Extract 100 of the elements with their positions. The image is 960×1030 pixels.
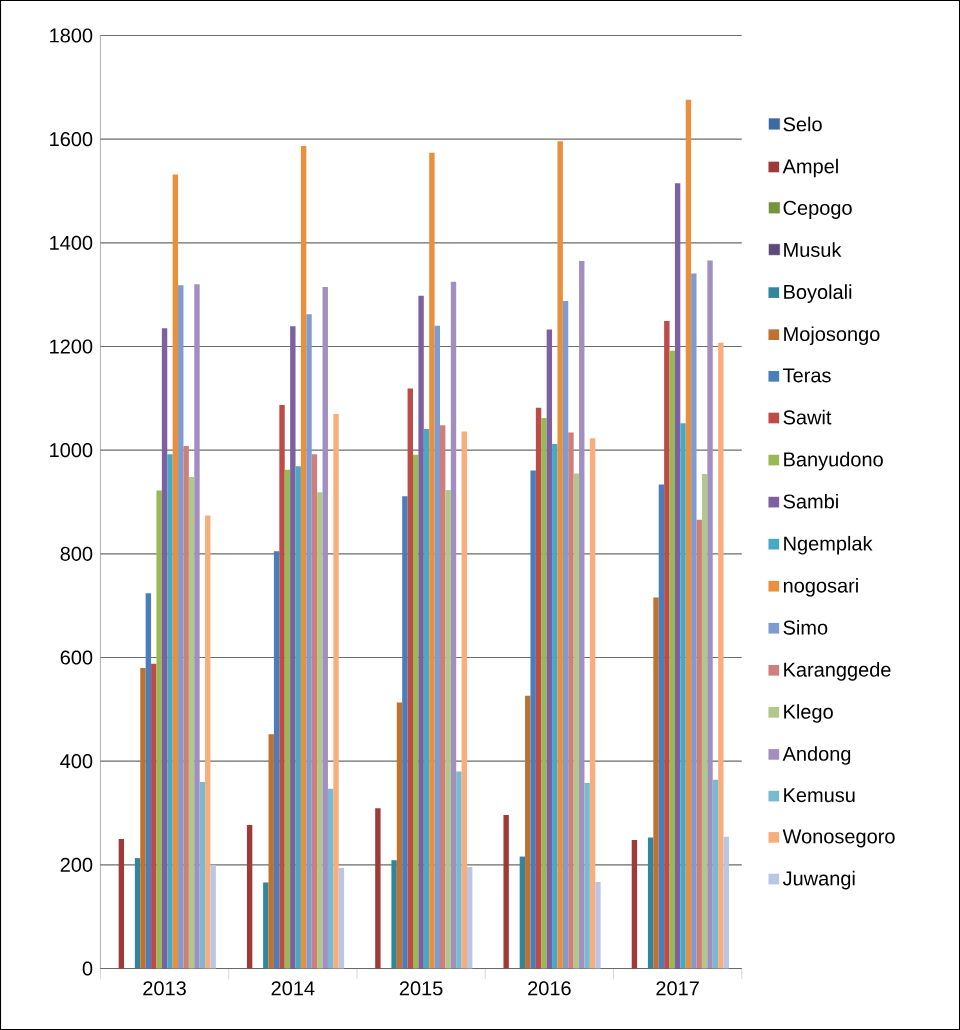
bar: [535, 407, 542, 969]
bar: [579, 260, 585, 969]
legend-label: nogosari: [783, 577, 858, 597]
bar: [273, 551, 280, 969]
bar: [322, 286, 328, 969]
bar: [391, 860, 397, 969]
bar: [167, 454, 173, 969]
bar: [317, 492, 323, 969]
x-tick-label: 2016: [528, 981, 571, 996]
y-tick-label: 1800: [50, 28, 93, 43]
legend-label: Boyolali: [784, 284, 852, 303]
bar: [434, 325, 440, 969]
bar: [712, 779, 719, 969]
legend-label: Musuk: [784, 242, 842, 257]
bar: [691, 273, 697, 969]
bar: [466, 866, 473, 969]
bar: [327, 788, 334, 969]
y-tick-label: 200: [60, 857, 93, 872]
bar: [418, 295, 424, 969]
y-tick-label: 0: [82, 961, 93, 976]
bar: [562, 300, 569, 969]
bar: [151, 663, 157, 969]
legend-label: Sawit: [783, 409, 832, 425]
legend-label: Andong: [782, 746, 851, 765]
bar: [140, 667, 146, 969]
legend-label: Klego: [784, 704, 833, 723]
bar: [701, 474, 708, 969]
legend-label: Mojosongo: [784, 326, 880, 346]
bar: [664, 321, 670, 969]
bar: [631, 839, 638, 969]
x-tick-label: 2017: [656, 981, 699, 996]
legend-label: Cepogo: [783, 200, 852, 219]
legend-label: Simo: [783, 620, 828, 635]
bar: [439, 425, 446, 969]
bar: [194, 284, 200, 969]
bar: [412, 454, 419, 969]
bar: [161, 328, 168, 969]
bar: [284, 469, 291, 969]
bar: [375, 808, 381, 969]
bar: [134, 858, 141, 969]
bar: [156, 490, 162, 969]
bar: [199, 781, 206, 969]
bar: [295, 466, 301, 969]
bar: [205, 515, 211, 969]
bar: [311, 454, 318, 969]
x-tick-label: 2015: [399, 981, 443, 996]
legend-label: Banyudono: [784, 451, 883, 471]
bar: [685, 99, 692, 969]
bar: [210, 864, 216, 969]
y-tick-label: 1600: [50, 132, 93, 147]
bar: [396, 702, 403, 969]
legend-label: Teras: [783, 368, 831, 383]
bar: [423, 428, 430, 969]
bar: [653, 597, 659, 969]
y-tick-label: 600: [60, 650, 93, 665]
bar: [461, 431, 467, 969]
bar: [290, 326, 296, 969]
bar: [647, 837, 654, 969]
bar: [407, 388, 413, 969]
bar: [530, 470, 536, 969]
legend-label: Kemusu: [784, 788, 855, 803]
bar: [263, 882, 269, 969]
legend-label: Sambi: [783, 493, 838, 509]
legend-label: Juwangi: [782, 870, 855, 890]
bar: [445, 490, 451, 969]
bar: [525, 695, 531, 969]
bar: [669, 350, 675, 969]
bar: [188, 477, 195, 969]
bar: [680, 423, 686, 969]
bar: [589, 438, 596, 969]
y-tick-label: 1000: [50, 443, 93, 458]
bar: [552, 443, 558, 969]
y-tick-label: 800: [60, 546, 93, 561]
bar: [503, 815, 509, 969]
bar: [723, 836, 729, 969]
bar: [402, 496, 408, 969]
x-tick-label: 2013: [143, 981, 186, 996]
bar: [450, 281, 457, 969]
bar: [333, 413, 339, 969]
bar: [429, 152, 435, 969]
legend-label: Wonosegoro: [782, 829, 895, 848]
y-tick-label: 1400: [50, 235, 93, 250]
legend-label: Ampel: [782, 158, 838, 178]
bar: [279, 405, 285, 969]
bar: [718, 342, 724, 969]
bar: [557, 141, 563, 969]
bar: [172, 174, 179, 969]
bar: [118, 838, 125, 969]
legend-label: Karanggede: [784, 662, 891, 681]
bar: [696, 519, 702, 969]
bar: [546, 329, 553, 969]
y-tick-label: 1200: [50, 339, 93, 354]
bar: [595, 881, 601, 969]
bar: [145, 593, 152, 969]
bar: [338, 867, 345, 969]
bar: [584, 782, 590, 969]
x-tick-label: 2014: [271, 981, 315, 996]
bar: [658, 484, 665, 969]
bar: [674, 183, 681, 969]
bar: [183, 446, 189, 969]
